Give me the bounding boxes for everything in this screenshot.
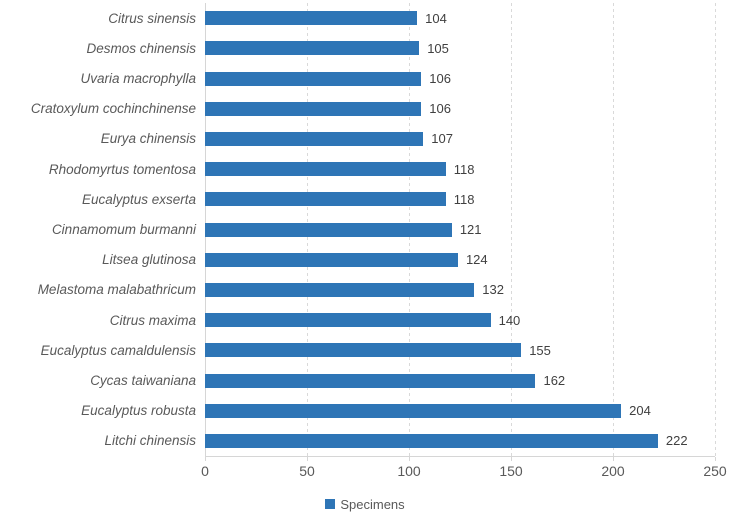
value-label: 121 — [459, 222, 482, 238]
gridline — [511, 3, 512, 456]
bar-track: 204 — [205, 396, 715, 426]
category-label: Eurya chinensis — [100, 131, 196, 147]
bar-track: 222 — [205, 426, 715, 456]
x-tick-marks — [205, 457, 716, 461]
bar-row: Eucalyptus exserta 118 — [0, 184, 715, 214]
bar — [205, 11, 418, 26]
category-label: Citrus maxima — [109, 312, 196, 328]
bar-row: Litchi chinensis 222 — [0, 426, 715, 456]
bar-row: Litsea glutinosa 124 — [0, 245, 715, 275]
bar-row: Melastoma malabathricum 132 — [0, 275, 715, 305]
bar — [205, 162, 446, 177]
category-label: Litsea glutinosa — [102, 252, 196, 268]
value-label: 107 — [431, 131, 453, 147]
bar-track: 118 — [205, 154, 715, 184]
legend-label: Specimens — [340, 496, 405, 512]
bar-row: Citrus sinensis 104 — [0, 3, 715, 33]
x-tick-label: 250 — [703, 463, 727, 479]
bar — [205, 403, 622, 418]
bar — [205, 131, 424, 146]
category-label: Rhodomyrtus tomentosa — [48, 161, 196, 177]
value-label: 106 — [429, 101, 451, 117]
bar-track: 107 — [205, 124, 715, 154]
value-label: 155 — [529, 342, 551, 358]
x-axis-line — [205, 456, 715, 457]
bar-track: 132 — [205, 275, 715, 305]
value-label: 162 — [543, 373, 566, 389]
bar-row: Eucalyptus camaldulensis 155 — [0, 335, 715, 365]
x-tick-label: 0 — [201, 463, 209, 479]
bar-track: 155 — [205, 335, 715, 365]
x-tick-mark — [715, 457, 716, 461]
category-label: Eucalyptus robusta — [81, 403, 196, 419]
bar — [205, 433, 658, 448]
x-tick-mark — [409, 457, 410, 461]
x-tick-mark — [511, 457, 512, 461]
bar-track: 118 — [205, 184, 715, 214]
category-label: Eucalyptus exserta — [81, 191, 196, 207]
value-label: 118 — [453, 191, 475, 207]
gridline — [613, 3, 614, 456]
bar-row: Cratoxylum cochinchinense 106 — [0, 94, 715, 124]
category-label: Cratoxylum cochinchinense — [30, 101, 196, 117]
bar — [205, 343, 522, 358]
x-tick-label: 50 — [299, 463, 315, 479]
value-label: 124 — [465, 252, 488, 268]
category-label: Desmos chinensis — [86, 40, 196, 56]
bar — [205, 101, 422, 116]
bar-track: 104 — [205, 3, 715, 33]
x-tick-label: 100 — [397, 463, 421, 479]
bar-row: Uvaria macrophylla 106 — [0, 63, 715, 93]
category-label: Litchi chinensis — [104, 433, 196, 449]
bar-row: Citrus maxima 140 — [0, 305, 715, 335]
bar — [205, 71, 422, 86]
x-axis-tick-labels: 0 50 100 150 200 250 — [201, 463, 727, 481]
bar-track: 162 — [205, 365, 715, 395]
bar-row: Desmos chinensis 105 — [0, 33, 715, 63]
gridline — [715, 3, 716, 456]
value-label: 140 — [498, 312, 521, 328]
value-label: 222 — [665, 433, 688, 449]
bar — [205, 41, 420, 56]
bar-track: 106 — [205, 94, 715, 124]
value-label: 204 — [629, 403, 651, 419]
bar-track: 106 — [205, 63, 715, 93]
bar-row: Cycas taiwaniana 162 — [0, 365, 715, 395]
bar-track: 140 — [205, 305, 715, 335]
category-label: Uvaria macrophylla — [80, 71, 196, 86]
bar — [205, 222, 452, 237]
category-label: Cycas taiwaniana — [90, 373, 196, 389]
x-tick-mark — [307, 457, 308, 461]
category-label: Melastoma malabathricum — [37, 282, 196, 298]
value-label: 132 — [482, 282, 504, 298]
x-tick-label: 200 — [601, 463, 625, 479]
value-label: 105 — [427, 40, 449, 56]
category-label: Cinnamomum burmanni — [51, 222, 196, 238]
bar-track: 124 — [205, 245, 715, 275]
x-tick-mark — [613, 457, 614, 461]
bar-row: Rhodomyrtus tomentosa 118 — [0, 154, 715, 184]
bar-row: Eurya chinensis 107 — [0, 124, 715, 154]
bar-row: Cinnamomum burmanni 121 — [0, 214, 715, 244]
plot-area: Citrus sinensis 104 Desmos chinensis 105… — [0, 3, 716, 456]
value-label: 118 — [453, 161, 475, 177]
bar — [205, 252, 458, 267]
bar-rows: Citrus sinensis 104 Desmos chinensis 105… — [0, 3, 715, 456]
bar-track: 121 — [205, 214, 715, 244]
bar — [205, 192, 446, 207]
bar — [205, 282, 475, 297]
category-label: Citrus sinensis — [108, 10, 196, 26]
bar — [205, 373, 536, 388]
legend: Specimens — [0, 495, 730, 513]
legend-swatch-icon — [325, 499, 336, 509]
x-tick-label: 150 — [499, 463, 523, 479]
bar-track: 105 — [205, 33, 715, 63]
bar — [205, 313, 491, 328]
category-label: Eucalyptus camaldulensis — [40, 342, 196, 358]
x-tick-mark — [205, 457, 206, 461]
value-label: 104 — [425, 10, 447, 26]
value-label: 106 — [429, 71, 451, 86]
bar-row: Eucalyptus robusta 204 — [0, 396, 715, 426]
